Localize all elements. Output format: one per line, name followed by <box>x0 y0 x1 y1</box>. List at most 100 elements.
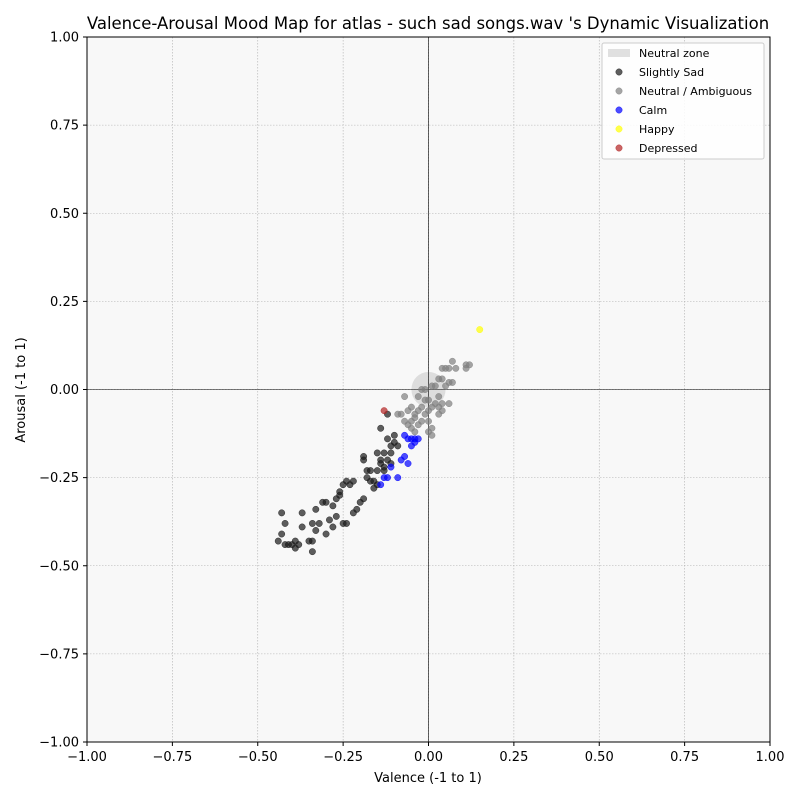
point-neutral-ambiguous <box>421 386 429 393</box>
x-tick-label: −0.50 <box>238 750 278 765</box>
point-slightly-sad <box>312 527 320 534</box>
y-tick-label: 0.75 <box>50 119 79 134</box>
point-calm <box>387 463 395 471</box>
legend-label-calm: Calm <box>639 104 667 117</box>
point-neutral-ambiguous <box>401 393 409 400</box>
point-slightly-sad <box>308 537 316 545</box>
y-tick-label: 0.25 <box>50 295 79 310</box>
x-tick-label: 0.75 <box>670 750 699 765</box>
point-neutral-ambiguous <box>425 428 432 436</box>
point-neutral-ambiguous <box>407 403 415 411</box>
x-tick-label: −0.75 <box>152 750 192 765</box>
point-calm <box>401 431 409 439</box>
point-slightly-sad <box>377 424 385 432</box>
x-tick-label: −1.00 <box>67 750 107 765</box>
point-calm <box>401 453 409 460</box>
point-slightly-sad <box>360 495 368 503</box>
y-axis-title: Arousal (-1 to 1) <box>14 337 29 442</box>
point-slightly-sad <box>353 505 361 513</box>
point-slightly-sad <box>298 509 306 517</box>
y-tick-label: 0.00 <box>50 383 79 398</box>
point-neutral-ambiguous <box>435 393 443 400</box>
point-neutral-ambiguous <box>438 375 446 383</box>
point-depressed <box>380 407 388 415</box>
point-slightly-sad <box>329 502 337 510</box>
y-tick-label: −0.50 <box>39 559 79 574</box>
legend-label-slightly-sad: Slightly Sad <box>639 66 704 79</box>
point-slightly-sad <box>390 431 398 439</box>
y-tick-label: 0.50 <box>50 207 79 222</box>
point-neutral-ambiguous <box>448 379 456 386</box>
point-neutral-ambiguous <box>425 417 432 425</box>
point-calm <box>384 474 391 482</box>
point-slightly-sad <box>373 467 381 475</box>
data-points <box>274 326 484 556</box>
point-slightly-sad <box>295 541 303 549</box>
legend-label-happy: Happy <box>639 123 675 136</box>
point-slightly-sad <box>349 477 357 485</box>
point-slightly-sad <box>343 520 350 527</box>
point-slightly-sad <box>281 520 289 527</box>
point-calm <box>404 460 412 467</box>
point-slightly-sad <box>336 491 344 499</box>
point-neutral-ambiguous <box>448 357 456 365</box>
point-slightly-sad <box>373 449 381 457</box>
point-neutral-ambiguous <box>411 428 419 436</box>
legend-label-depressed: Depressed <box>639 142 697 155</box>
point-slightly-sad <box>380 449 388 457</box>
point-slightly-sad <box>298 523 306 531</box>
x-tick-label: −0.25 <box>323 750 363 765</box>
legend-marker-depressed <box>615 144 623 152</box>
point-slightly-sad <box>366 467 374 475</box>
point-neutral-ambiguous <box>418 403 426 411</box>
y-tick-label: 1.00 <box>50 31 79 46</box>
legend-marker-slightly-sad <box>615 68 623 76</box>
point-slightly-sad <box>377 456 385 464</box>
point-slightly-sad <box>380 467 388 475</box>
legend: Neutral zone Slightly Sad Neutral / Ambigu… <box>601 42 765 160</box>
point-slightly-sad <box>278 530 286 538</box>
legend-marker-happy <box>615 125 623 133</box>
legend-label-neutral-zone: Neutral zone <box>639 47 710 60</box>
legend-marker-calm <box>615 106 623 114</box>
point-neutral-ambiguous <box>452 364 460 372</box>
point-neutral-ambiguous <box>438 407 446 415</box>
point-calm <box>394 474 402 482</box>
x-tick-label: 0.25 <box>499 750 528 765</box>
x-axis-title: Valence (-1 to 1) <box>374 771 482 786</box>
point-slightly-sad <box>322 530 330 538</box>
point-neutral-ambiguous <box>425 396 432 404</box>
legend-marker-neutral-ambiguous <box>615 87 623 95</box>
point-neutral-ambiguous <box>445 364 453 372</box>
point-neutral-ambiguous <box>418 417 426 425</box>
legend-box <box>601 42 765 160</box>
x-tick-label: 1.00 <box>756 750 785 765</box>
axis-ticks: −1.00 −0.75 −0.50 −0.25 0.00 0.25 0.50 0.75 1.00… <box>39 31 784 766</box>
y-tick-label: −0.25 <box>39 471 79 486</box>
legend-swatch-neutral-zone <box>608 49 630 57</box>
y-tick-label: −0.75 <box>39 647 79 662</box>
point-happy <box>476 326 484 334</box>
point-neutral-ambiguous <box>414 393 422 400</box>
point-slightly-sad <box>322 498 330 506</box>
point-slightly-sad <box>326 516 333 524</box>
point-neutral-ambiguous <box>394 410 402 418</box>
point-slightly-sad <box>360 456 368 464</box>
point-calm <box>411 435 419 443</box>
legend-label-neutral-ambiguous: Neutral / Ambiguous <box>639 85 752 98</box>
point-neutral-ambiguous <box>445 400 453 408</box>
point-slightly-sad <box>384 435 391 443</box>
point-slightly-sad <box>315 520 323 527</box>
y-tick-label: −1.00 <box>39 736 79 751</box>
point-slightly-sad <box>274 537 282 545</box>
chart-title: Valence-Arousal Mood Map for atlas - suc… <box>87 14 769 33</box>
x-tick-label: 0.00 <box>414 750 443 765</box>
point-calm <box>377 481 385 489</box>
point-neutral-ambiguous <box>438 400 446 408</box>
x-tick-label: 0.50 <box>585 750 614 765</box>
point-slightly-sad <box>394 442 402 450</box>
point-slightly-sad <box>308 520 316 527</box>
point-slightly-sad <box>312 505 320 513</box>
point-neutral-ambiguous <box>431 382 439 390</box>
